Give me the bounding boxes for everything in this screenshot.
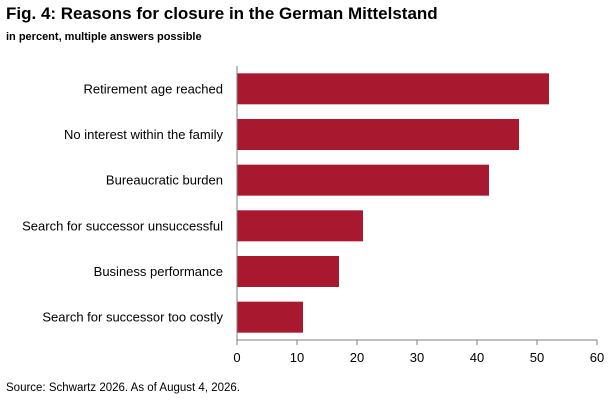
x-tick-label: 20 (350, 350, 364, 365)
bar (237, 164, 489, 196)
bar (237, 301, 303, 333)
category-label: Search for successor too costly (42, 310, 223, 325)
chart-title: Fig. 4: Reasons for closure in the Germa… (6, 4, 438, 23)
bar (237, 210, 363, 242)
category-label: No interest within the family (64, 127, 223, 142)
axes: 0 10 20 30 40 50 60 (233, 66, 604, 365)
x-tick-label: 60 (590, 350, 604, 365)
x-tick-label: 50 (530, 350, 544, 365)
category-label: Bureaucratic burden (106, 173, 223, 188)
x-tick-label: 0 (233, 350, 240, 365)
source-note: Source: Schwartz 2026. As of August 4, 2… (6, 382, 240, 394)
x-tick-label: 40 (470, 350, 484, 365)
bars-layer (237, 73, 549, 333)
category-label: Business performance (94, 264, 223, 279)
bar (237, 119, 519, 150)
x-tick-label: 10 (290, 350, 304, 365)
category-label: Search for successor unsuccessful (22, 218, 223, 233)
category-label: Retirement age reached (84, 81, 223, 96)
x-tick-label: 30 (410, 350, 424, 365)
bar (237, 256, 339, 287)
chart-subtitle: in percent, multiple answers possible (6, 31, 202, 43)
category-labels: Retirement age reached No interest within… (22, 81, 223, 324)
bar (237, 73, 549, 105)
